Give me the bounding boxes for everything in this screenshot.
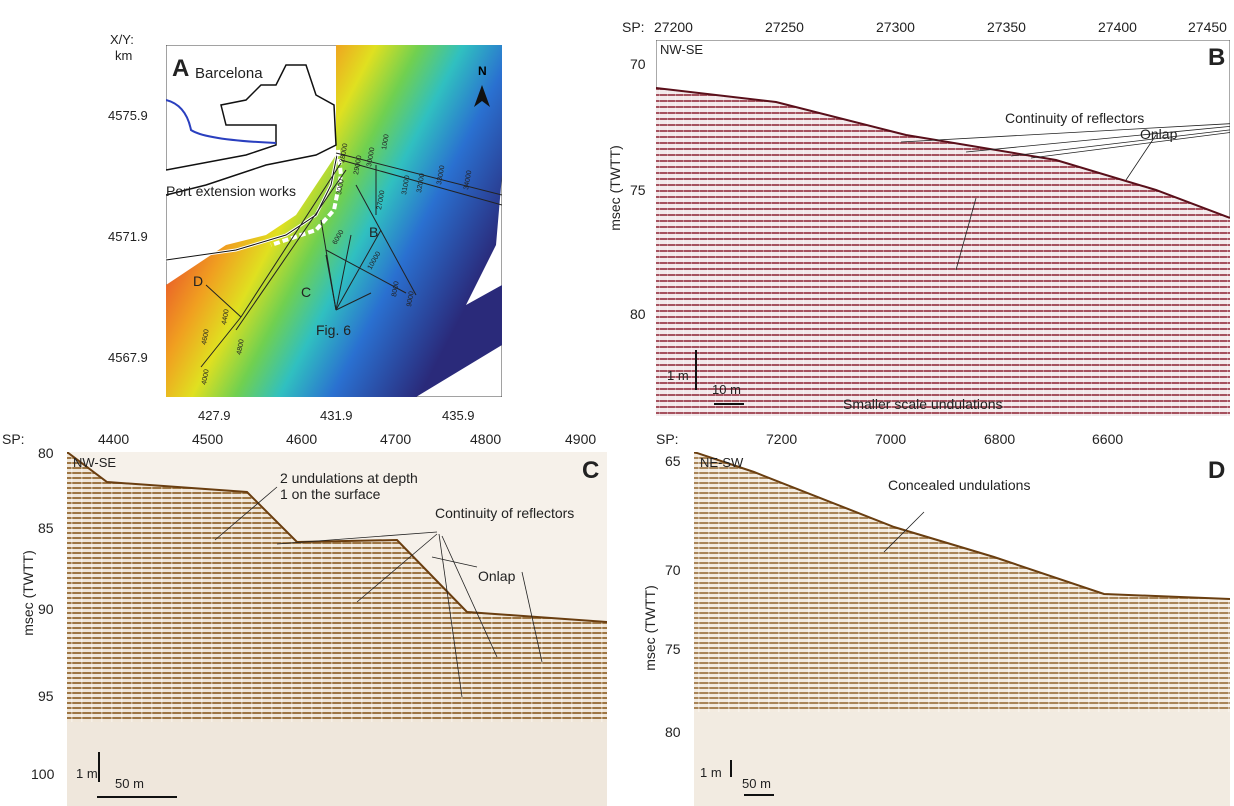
sp-tick: 27200 — [654, 19, 693, 35]
sp-number: 4800 — [236, 339, 246, 356]
seismic-profile-c — [67, 452, 607, 806]
sp-number: 4000 — [201, 369, 211, 386]
km-label: km — [115, 48, 133, 63]
y-axis-label: msec (TWTT) — [642, 585, 658, 671]
sp-tick: 27400 — [1098, 19, 1137, 35]
panel-letter: C — [582, 457, 600, 484]
sp-tick: 27450 — [1188, 19, 1227, 35]
panel-letter: D — [1208, 457, 1226, 484]
direction-label: NW-SE — [660, 42, 704, 57]
y-tick: 65 — [665, 453, 681, 469]
sp-number: 3000 — [336, 179, 346, 196]
sp-prefix: SP: — [622, 19, 645, 35]
annotation-onlap: Onlap — [478, 568, 516, 584]
fig-label: Fig. 6 — [316, 322, 352, 338]
annotation-smaller: Smaller scale undulations — [843, 396, 1003, 412]
panel-letter: B — [1208, 44, 1226, 71]
sp-tick: 27300 — [876, 19, 915, 35]
sp-number: 27000 — [376, 190, 386, 210]
sp-tick: 4700 — [380, 431, 412, 447]
sp-number: 30000 — [366, 147, 376, 167]
port-label: Port extension works — [166, 183, 296, 199]
profile-label-d: D — [193, 273, 204, 289]
panel-letter: A — [172, 55, 190, 82]
sp-number: 28000 — [339, 143, 349, 163]
sp-tick: 27250 — [765, 19, 804, 35]
y-tick: 70 — [630, 56, 646, 72]
annotation-continuity: Continuity of reflectors — [435, 505, 575, 521]
sp-number: 1000 — [381, 134, 391, 151]
seismic-profile-b — [656, 40, 1230, 416]
sp-tick: 7200 — [766, 431, 798, 447]
sp-prefix: SP: — [2, 431, 25, 447]
seismic-profile-d — [694, 452, 1230, 806]
bathymetry-map: 28000 29000 30000 1000 31000 32000 33000… — [166, 45, 502, 397]
profile-label-b: B — [369, 224, 379, 240]
y-tick: 75 — [665, 641, 681, 657]
sp-tick: 4500 — [192, 431, 224, 447]
direction-label: NE-SW — [700, 455, 744, 470]
sp-tick: 4600 — [286, 431, 318, 447]
map-y-tick: 4575.9 — [108, 108, 148, 123]
sp-tick: 4800 — [470, 431, 502, 447]
annotation-concealed: Concealed undulations — [888, 477, 1031, 493]
y-tick: 80 — [630, 306, 646, 322]
scale-v-label: 1 m — [667, 368, 689, 383]
y-tick: 70 — [665, 562, 681, 578]
y-tick: 80 — [38, 445, 54, 461]
sp-tick: 27350 — [987, 19, 1026, 35]
annotation-undul-1: 2 undulations at depth — [280, 470, 418, 486]
sp-number: 29000 — [353, 155, 363, 175]
north-label: N — [478, 64, 487, 78]
scale-h-label: 10 m — [712, 382, 741, 397]
y-axis-label: msec (TWTT) — [20, 550, 36, 636]
sp-number: 8000 — [391, 281, 401, 298]
annotation-continuity: Continuity of reflectors — [1005, 110, 1145, 126]
map-x-tick: 427.9 — [198, 408, 231, 423]
sp-tick: 7000 — [875, 431, 907, 447]
annotation-undul-2: 1 on the surface — [280, 486, 381, 502]
y-tick: 80 — [665, 724, 681, 740]
y-axis-label: msec (TWTT) — [607, 145, 623, 231]
north-arrow-icon: N — [474, 64, 490, 107]
sp-number: 32000 — [416, 173, 426, 193]
y-tick: 95 — [38, 688, 54, 704]
scale-v-label: 1 m — [700, 765, 722, 780]
sp-tick: 6800 — [984, 431, 1016, 447]
direction-label: NW-SE — [73, 455, 117, 470]
y-tick: 100 — [31, 766, 55, 782]
sp-number: 4400 — [221, 309, 231, 326]
map-y-tick: 4567.9 — [108, 350, 148, 365]
annotation-onlap: Onlap — [1140, 126, 1178, 142]
sp-number: 9000 — [406, 291, 416, 308]
scale-h-label: 50 m — [115, 776, 144, 791]
sp-number: 4600 — [201, 329, 211, 346]
scale-v-label: 1 m — [76, 766, 98, 781]
sp-tick: 4900 — [565, 431, 597, 447]
y-tick: 75 — [630, 182, 646, 198]
xy-label: X/Y: — [110, 32, 134, 47]
sp-number: 33000 — [436, 165, 446, 185]
profile-label-c: C — [301, 284, 312, 300]
sp-number: 34000 — [463, 170, 473, 190]
y-tick: 85 — [38, 520, 54, 536]
map-y-tick: 4571.9 — [108, 229, 148, 244]
sp-tick: 6600 — [1092, 431, 1124, 447]
y-tick: 90 — [38, 601, 54, 617]
sp-prefix: SP: — [656, 431, 679, 447]
map-x-tick: 435.9 — [442, 408, 475, 423]
sp-tick: 4400 — [98, 431, 130, 447]
city-label: Barcelona — [195, 65, 263, 82]
scale-h-label: 50 m — [742, 776, 771, 791]
sp-number: 31000 — [401, 175, 411, 195]
map-x-tick: 431.9 — [320, 408, 353, 423]
